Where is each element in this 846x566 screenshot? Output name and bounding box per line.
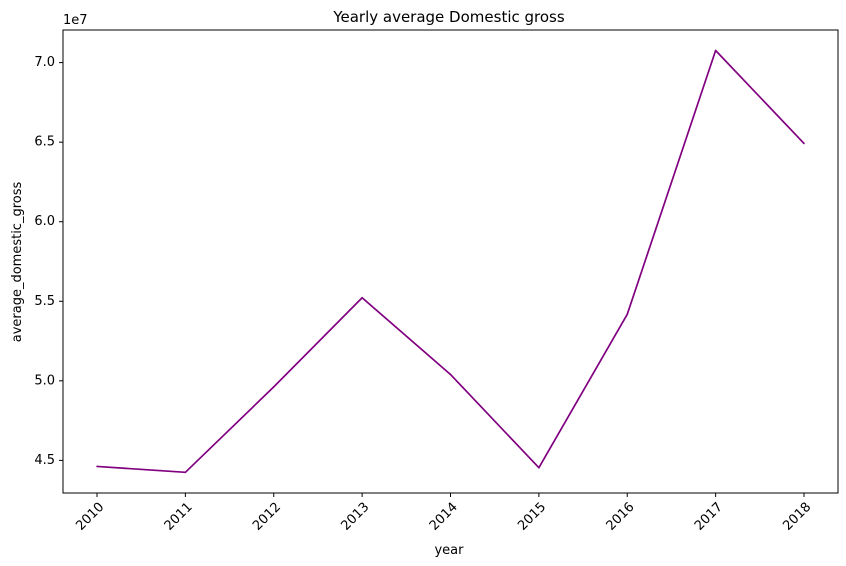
y-tick-label: 4.5 <box>34 453 55 468</box>
y-tick-label: 7.0 <box>34 55 55 70</box>
y-tick-label: 5.5 <box>34 294 55 309</box>
data-point <box>538 466 540 469</box>
y-tick-label: 5.0 <box>34 373 55 388</box>
y-offset-label: 1e7 <box>63 13 88 28</box>
y-tick-label: 6.0 <box>34 214 55 229</box>
x-axis-label: year <box>434 543 464 558</box>
data-point <box>449 373 452 376</box>
data-point <box>803 142 805 145</box>
data-point <box>272 386 275 388</box>
data-point <box>184 471 187 474</box>
chart-title: Yearly average Domestic gross <box>332 8 565 26</box>
y-tick-label: 6.5 <box>34 135 55 150</box>
data-point <box>714 49 717 52</box>
data-point <box>626 313 629 316</box>
data-point <box>96 465 98 468</box>
y-axis-label: average_domestic_gross <box>10 182 25 343</box>
data-point <box>361 296 363 299</box>
